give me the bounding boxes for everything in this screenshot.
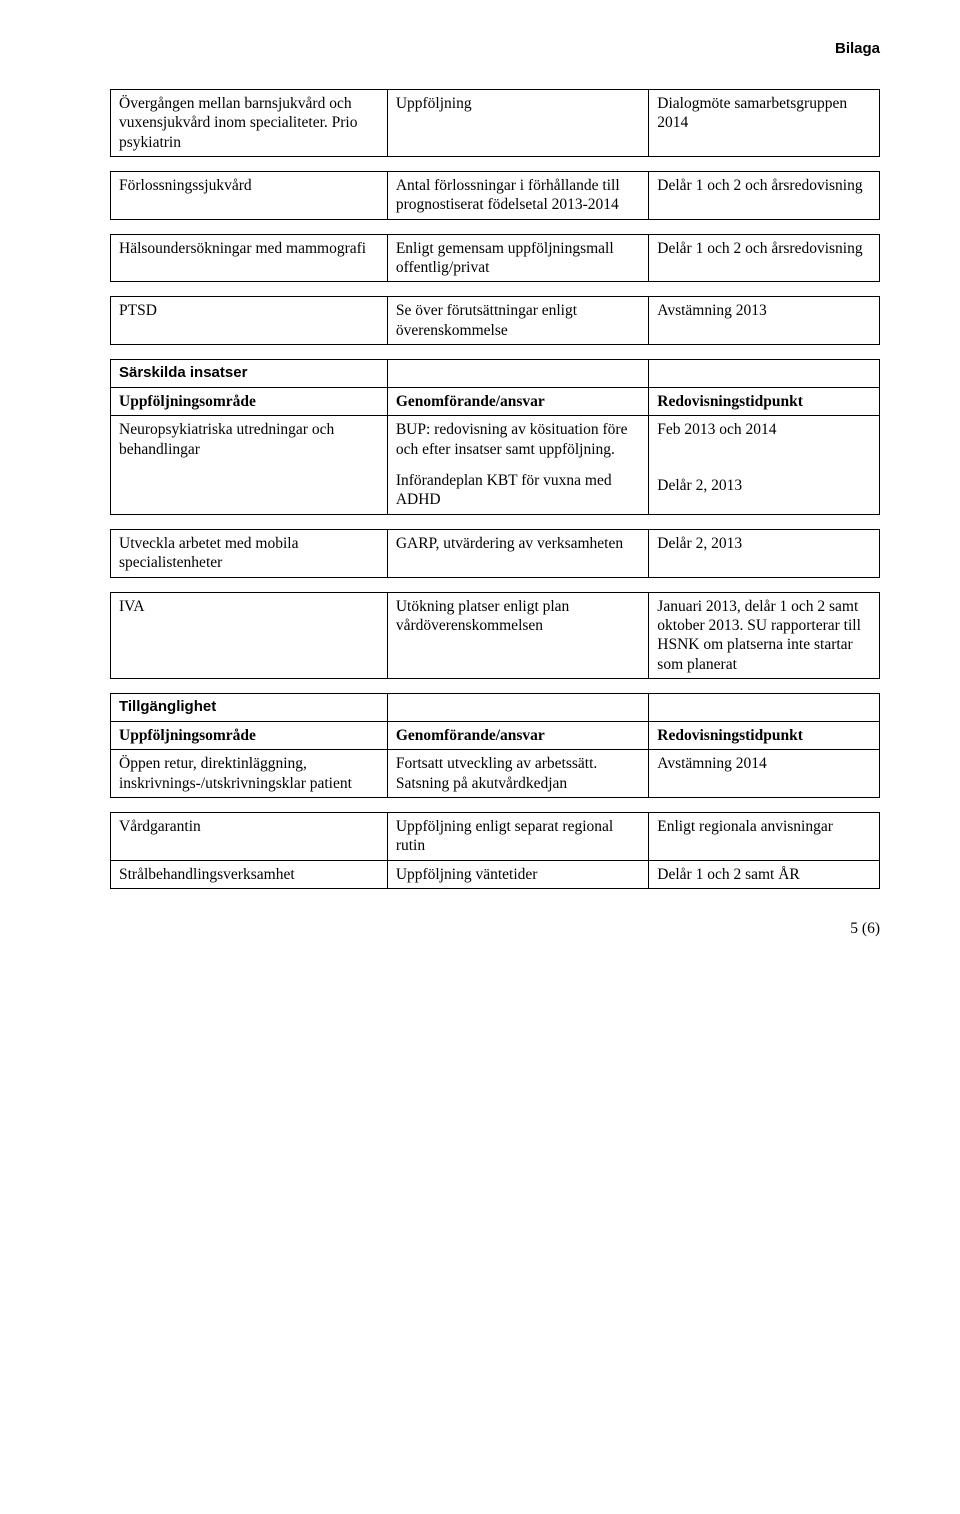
cell-text: BUP: redovisning av kösituation före och… — [396, 420, 640, 459]
table-row: Strålbehandlingsverksamhet Uppföljning v… — [111, 860, 880, 888]
cell-text: Delår 2, 2013 — [657, 476, 871, 495]
page-number: 5 (6) — [110, 919, 880, 938]
cell: Delår 1 och 2 och årsredovisning — [649, 171, 880, 219]
table-row: PTSD Se över förutsättningar enligt över… — [111, 297, 880, 345]
cell: Januari 2013, delår 1 och 2 samt oktober… — [649, 592, 880, 679]
table-mobila: Utveckla arbetet med mobila specialisten… — [110, 529, 880, 578]
cell: Fortsatt utveckling av arbetssätt. Satsn… — [387, 750, 648, 798]
table-tillganglighet: Tillgänglighet Uppföljningsområde Genomf… — [110, 693, 880, 798]
table-row: Förlossningssjukvård Antal förlossningar… — [111, 171, 880, 219]
cell: Enligt regionala anvisningar — [649, 812, 880, 860]
cell: Öppen retur, direktinläggning, inskrivni… — [111, 750, 388, 798]
section-header: Tillgänglighet — [111, 694, 388, 722]
cell: Övergången mellan barnsjukvård och vuxen… — [111, 89, 388, 156]
table-row: IVA Utökning platser enligt plan vårdöve… — [111, 592, 880, 679]
table-halsound: Hälsoundersökningar med mammografi Enlig… — [110, 234, 880, 283]
cell-text: Feb 2013 och 2014 — [657, 420, 871, 439]
column-header: Uppföljningsområde — [111, 387, 388, 415]
cell: Delår 2, 2013 — [649, 529, 880, 577]
column-header: Redovisningstidpunkt — [649, 721, 880, 749]
column-header: Uppföljningsområde — [111, 721, 388, 749]
cell — [387, 360, 648, 388]
header-bilaga: Bilaga — [110, 40, 880, 59]
cell: Uppföljning enligt separat regional ruti… — [387, 812, 648, 860]
table-row: Neuropsykiatriska utredningar och behand… — [111, 416, 880, 515]
cell: Uppföljning väntetider — [387, 860, 648, 888]
table-row: Utveckla arbetet med mobila specialisten… — [111, 529, 880, 577]
column-header: Redovisningstidpunkt — [649, 387, 880, 415]
cell: Dialogmöte samarbetsgruppen 2014 — [649, 89, 880, 156]
cell: Avstämning 2014 — [649, 750, 880, 798]
cell: Uppföljning — [387, 89, 648, 156]
cell: IVA — [111, 592, 388, 679]
table-overgangen: Övergången mellan barnsjukvård och vuxen… — [110, 89, 880, 157]
table-row: Hälsoundersökningar med mammografi Enlig… — [111, 234, 880, 282]
cell: Utökning platser enligt plan vårdöverens… — [387, 592, 648, 679]
cell: Förlossningssjukvård — [111, 171, 388, 219]
cell: Delår 1 och 2 och årsredovisning — [649, 234, 880, 282]
cell: Hälsoundersökningar med mammografi — [111, 234, 388, 282]
table-iva: IVA Utökning platser enligt plan vårdöve… — [110, 592, 880, 680]
cell — [649, 360, 880, 388]
cell: Neuropsykiatriska utredningar och behand… — [111, 416, 388, 515]
cell: Antal förlossningar i förhållande till p… — [387, 171, 648, 219]
column-header: Genomförande/ansvar — [387, 387, 648, 415]
cell: Se över förutsättningar enligt överensko… — [387, 297, 648, 345]
cell: GARP, utvärdering av verksamheten — [387, 529, 648, 577]
cell — [387, 694, 648, 722]
cell: Strålbehandlingsverksamhet — [111, 860, 388, 888]
table-ptsd: PTSD Se över förutsättningar enligt över… — [110, 296, 880, 345]
cell: BUP: redovisning av kösituation före och… — [387, 416, 648, 515]
table-row: Uppföljningsområde Genomförande/ansvar R… — [111, 387, 880, 415]
cell: Vårdgarantin — [111, 812, 388, 860]
cell: Utveckla arbetet med mobila specialisten… — [111, 529, 388, 577]
section-header: Särskilda insatser — [111, 360, 388, 388]
cell: PTSD — [111, 297, 388, 345]
table-row: Öppen retur, direktinläggning, inskrivni… — [111, 750, 880, 798]
cell: Avstämning 2013 — [649, 297, 880, 345]
table-forlossning: Förlossningssjukvård Antal förlossningar… — [110, 171, 880, 220]
table-row: Uppföljningsområde Genomförande/ansvar R… — [111, 721, 880, 749]
table-sarskilda: Särskilda insatser Uppföljningsområde Ge… — [110, 359, 880, 515]
table-row: Särskilda insatser — [111, 360, 880, 388]
cell: Feb 2013 och 2014 Delår 2, 2013 — [649, 416, 880, 515]
table-row: Tillgänglighet — [111, 694, 880, 722]
cell: Delår 1 och 2 samt ÅR — [649, 860, 880, 888]
cell-text: Införandeplan KBT för vuxna med ADHD — [396, 471, 640, 510]
table-vardgarantin: Vårdgarantin Uppföljning enligt separat … — [110, 812, 880, 889]
table-row: Vårdgarantin Uppföljning enligt separat … — [111, 812, 880, 860]
column-header: Genomförande/ansvar — [387, 721, 648, 749]
cell — [649, 694, 880, 722]
cell: Enligt gemensam uppföljningsmall offentl… — [387, 234, 648, 282]
table-row: Övergången mellan barnsjukvård och vuxen… — [111, 89, 880, 156]
